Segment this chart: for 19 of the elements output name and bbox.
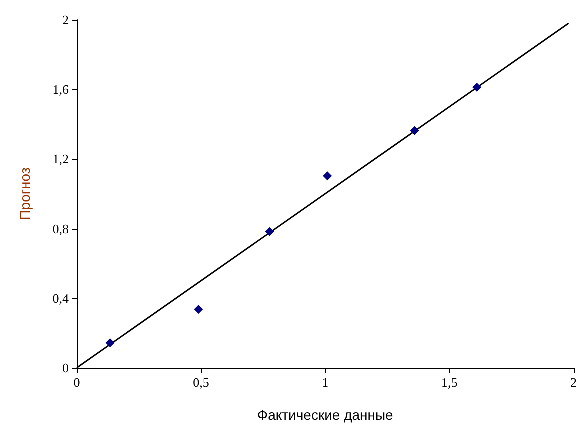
point <box>265 227 274 236</box>
point <box>323 172 332 181</box>
point <box>410 126 420 136</box>
point <box>106 338 115 348</box>
y-tick-label: 1,6 <box>52 82 70 98</box>
point <box>472 83 482 92</box>
x-tick-label: 2 <box>570 375 577 390</box>
y-tick-label: 2 <box>62 12 69 28</box>
x-tick-label: 0,5 <box>193 375 210 390</box>
y-tick-label: 0 <box>62 360 69 376</box>
y-tick-label: 1,2 <box>52 152 69 167</box>
x-axis-title: Фактические данные <box>257 407 394 423</box>
y-tick-label: 0,4 <box>52 290 70 306</box>
x-tick-label: 1 <box>322 375 329 390</box>
x-tick-label: 0 <box>74 375 80 390</box>
x-tick-label: 1,5 <box>441 375 458 390</box>
y-axis-title: Прогноз <box>17 168 33 220</box>
y-tick-label: 0,8 <box>52 221 69 236</box>
point <box>194 305 204 314</box>
